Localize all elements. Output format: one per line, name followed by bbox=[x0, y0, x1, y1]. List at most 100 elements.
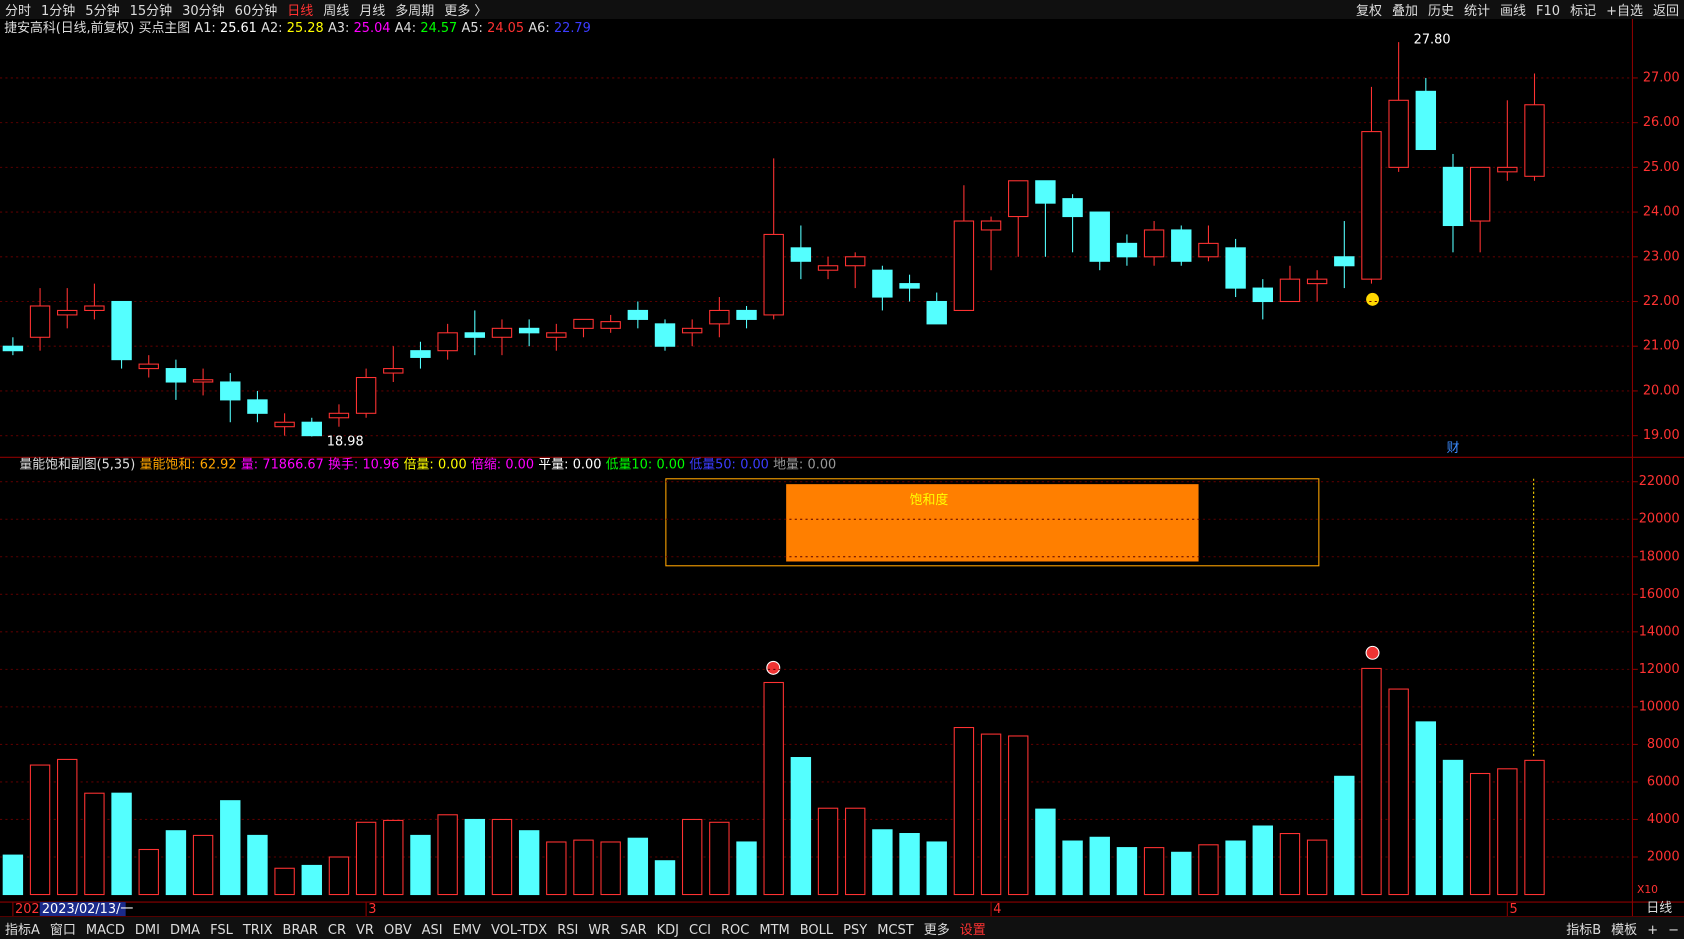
volume-bar bbox=[1361, 667, 1382, 896]
legend-name: A4: bbox=[395, 21, 416, 36]
indicator-tab[interactable]: FSL bbox=[210, 922, 233, 938]
indicator-tab[interactable]: 指标B bbox=[1566, 922, 1602, 938]
volume-bar bbox=[165, 830, 187, 896]
candle-body bbox=[600, 321, 621, 329]
volume-bar bbox=[1089, 836, 1110, 896]
toolbar-item[interactable]: 标记 bbox=[1570, 4, 1597, 19]
toolbar-item[interactable]: 月线 bbox=[359, 4, 386, 19]
toolbar-right: 复权 叠加 历史 统计 画线 F10 标记 +自选 返回 bbox=[1351, 0, 1684, 19]
toolbar-item[interactable]: 更多 〉 bbox=[444, 4, 488, 19]
indicator-tab[interactable]: EMV bbox=[452, 922, 481, 938]
volume-bar bbox=[111, 792, 132, 896]
indicator-tab[interactable]: BOLL bbox=[799, 922, 834, 938]
indicator-tab[interactable]: VOL-TDX bbox=[490, 922, 548, 938]
indicator-name: 买点主图 bbox=[139, 21, 191, 36]
toolbar-item[interactable]: 统计 bbox=[1464, 4, 1491, 19]
legend-name: 低量50: bbox=[689, 457, 735, 472]
toolbar-item[interactable]: 多周期 bbox=[395, 4, 435, 19]
candle-body bbox=[1116, 242, 1138, 258]
period-label: 日线 bbox=[1646, 901, 1672, 916]
signal-ball bbox=[766, 660, 781, 675]
candle-body bbox=[1171, 229, 1192, 262]
indicator-tab[interactable]: CR bbox=[327, 922, 347, 938]
indicator-tab[interactable]: SAR bbox=[620, 922, 647, 938]
y-tick-label: 10000 bbox=[1639, 699, 1680, 714]
volume-bar bbox=[192, 834, 214, 896]
cursor-date-box bbox=[39, 902, 126, 916]
volume-bar bbox=[627, 837, 649, 896]
signal-ball bbox=[1365, 645, 1380, 660]
volume-bar bbox=[1252, 825, 1273, 896]
indicator-tab[interactable]: 窗口 bbox=[49, 922, 76, 938]
toolbar-item[interactable]: 叠加 bbox=[1391, 4, 1418, 19]
toolbar-item[interactable]: 周线 bbox=[323, 4, 350, 19]
y-tick-label: 20000 bbox=[1639, 512, 1680, 527]
indicator-tab[interactable]: 更多 bbox=[923, 922, 950, 938]
y-tick-label: 2000 bbox=[1647, 849, 1680, 864]
toolbar-item[interactable]: 5分钟 bbox=[85, 4, 120, 19]
toolbar-item[interactable]: 30分钟 bbox=[182, 4, 225, 19]
toolbar-left: 分时 1分钟 5分钟 15分钟 30分钟 60分钟 日线 周线 月线 多周期 更多 〉 bbox=[0, 0, 492, 19]
indicator-tab[interactable]: ASI bbox=[421, 922, 443, 938]
volume-bar bbox=[709, 821, 730, 896]
volume-bar bbox=[1198, 844, 1219, 896]
y-tick-label: 22000 bbox=[1639, 474, 1680, 489]
gauge-frame bbox=[665, 478, 1320, 567]
indicator-tab[interactable]: RSI bbox=[557, 922, 579, 938]
volume-bar bbox=[899, 833, 920, 896]
volume-bar bbox=[1279, 833, 1301, 896]
volume-bar bbox=[220, 800, 241, 896]
indicator-tab[interactable]: + bbox=[1647, 922, 1659, 938]
indicator-tab[interactable]: WR bbox=[588, 922, 611, 938]
indicator-tab[interactable]: VR bbox=[356, 922, 374, 938]
candle-body bbox=[980, 220, 1002, 231]
indicator-tab[interactable]: − bbox=[1668, 922, 1679, 938]
candle-body bbox=[383, 368, 404, 374]
toolbar-item[interactable]: 画线 bbox=[1500, 4, 1527, 19]
candle-body bbox=[1469, 166, 1491, 222]
candle-body bbox=[274, 421, 295, 428]
legend-value: 0.00 bbox=[740, 457, 769, 472]
indicator-tab[interactable]: MACD bbox=[85, 922, 125, 938]
volume-bar bbox=[301, 864, 322, 896]
indicator-tab[interactable]: 指标A bbox=[5, 922, 40, 938]
toolbar-item[interactable]: 分时 bbox=[5, 4, 32, 19]
candle-body bbox=[1361, 131, 1382, 280]
toolbar-item[interactable]: 60分钟 bbox=[234, 4, 278, 19]
legend-value: 0.00 bbox=[573, 457, 602, 472]
candle-body bbox=[926, 300, 947, 325]
volume-bar bbox=[1497, 768, 1518, 896]
candle-body bbox=[654, 323, 676, 347]
legend-name: A1: bbox=[194, 21, 215, 36]
candle-body bbox=[1442, 166, 1464, 227]
indicator-tab[interactable]: TRIX bbox=[242, 922, 273, 938]
candle-body bbox=[84, 305, 105, 311]
indicator-tab[interactable]: DMA bbox=[169, 922, 201, 938]
candle-body bbox=[1143, 229, 1165, 258]
low-label: 18.98 bbox=[327, 434, 364, 449]
candle-body bbox=[1415, 90, 1437, 151]
toolbar-item[interactable]: 1分钟 bbox=[41, 4, 76, 19]
indicator-tab[interactable]: BRAR bbox=[282, 922, 318, 938]
indicator-tab[interactable]: KDJ bbox=[656, 922, 680, 938]
toolbar-item[interactable]: 日线 bbox=[287, 4, 314, 19]
indicator-tab[interactable]: MCST bbox=[877, 922, 914, 938]
toolbar-item[interactable]: F10 bbox=[1536, 4, 1561, 19]
indicator-tab[interactable]: PSY bbox=[843, 922, 868, 938]
indicator-tab[interactable]: 模板 bbox=[1611, 922, 1638, 938]
indicator-tab[interactable]: CCI bbox=[689, 922, 712, 938]
candle-body bbox=[328, 412, 350, 419]
legend-name: A3: bbox=[328, 21, 349, 36]
toolbar-item[interactable]: 15分钟 bbox=[129, 4, 173, 19]
indicator-tab[interactable]: MTM bbox=[759, 922, 790, 938]
indicator-tab[interactable]: ROC bbox=[721, 922, 750, 938]
indicator-tab[interactable]: OBV bbox=[383, 922, 412, 938]
x-tick-label: 3 bbox=[368, 902, 376, 916]
volume-bar bbox=[546, 841, 567, 896]
toolbar-item[interactable]: 历史 bbox=[1427, 4, 1454, 19]
toolbar-item[interactable]: 复权 bbox=[1355, 4, 1382, 19]
toolbar-item[interactable]: 返回 bbox=[1652, 4, 1679, 19]
indicator-tab[interactable]: DMI bbox=[134, 922, 160, 938]
toolbar-item[interactable]: +自选 bbox=[1606, 4, 1643, 19]
indicator-tab[interactable]: 设置 bbox=[959, 922, 986, 938]
